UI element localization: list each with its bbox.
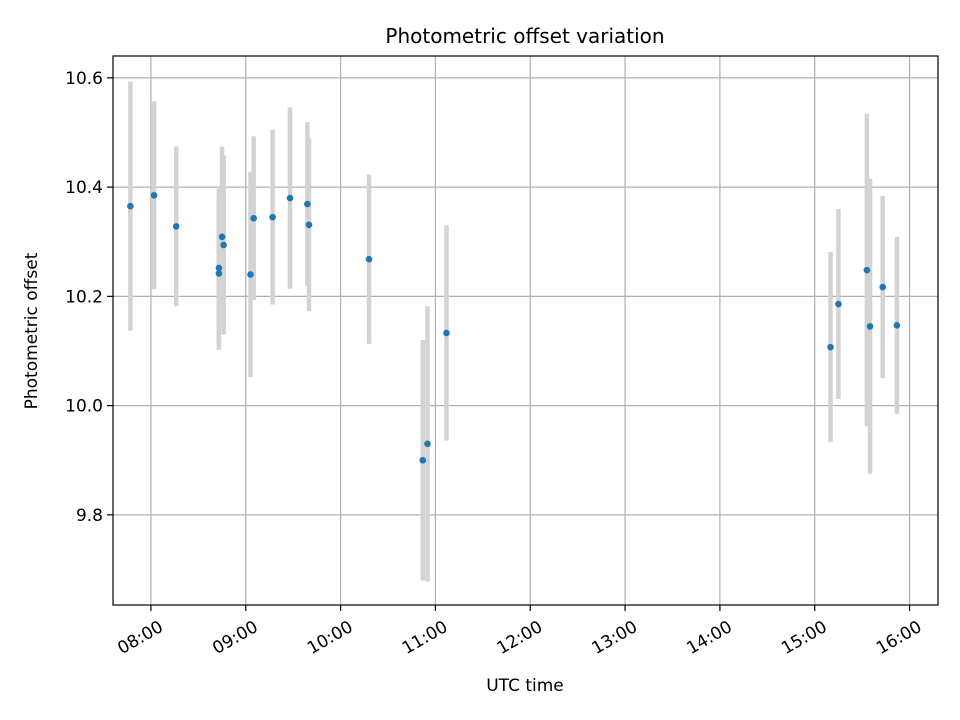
data-point	[286, 194, 294, 202]
data-point	[250, 214, 257, 222]
data-point	[247, 271, 254, 278]
data-point	[127, 202, 134, 210]
y-tick-label: 10.0	[65, 397, 103, 417]
plot-frame	[112, 55, 939, 606]
data-point	[835, 300, 842, 308]
data-point	[304, 200, 311, 208]
data-point	[827, 343, 834, 351]
y-tick-label: 10.4	[65, 178, 103, 198]
data-point	[443, 329, 450, 337]
data-points	[127, 191, 901, 464]
y-tick-label: 10.2	[65, 287, 103, 307]
data-point	[863, 266, 871, 274]
y-tick-label: 10.6	[65, 69, 103, 89]
data-point	[220, 241, 227, 249]
data-point	[893, 322, 901, 329]
data-point	[866, 323, 874, 330]
data-point	[424, 440, 431, 448]
chart-title: Photometric offset variation	[385, 24, 664, 48]
data-point	[305, 221, 313, 229]
data-point	[172, 223, 180, 230]
y-axis-title: Photometric offset	[22, 252, 42, 409]
data-point	[218, 233, 226, 241]
data-point	[365, 255, 373, 263]
data-point	[879, 283, 886, 291]
data-point	[215, 264, 223, 272]
data-point	[150, 191, 158, 199]
y-tick-label: 9.8	[76, 506, 103, 526]
y-axis-ticks: 9.8 10.0 10.2 10.4 10.6	[65, 69, 113, 526]
data-point	[215, 270, 223, 277]
data-point	[269, 213, 276, 221]
x-axis-title: UTC time	[486, 676, 564, 696]
data-point	[419, 456, 427, 464]
